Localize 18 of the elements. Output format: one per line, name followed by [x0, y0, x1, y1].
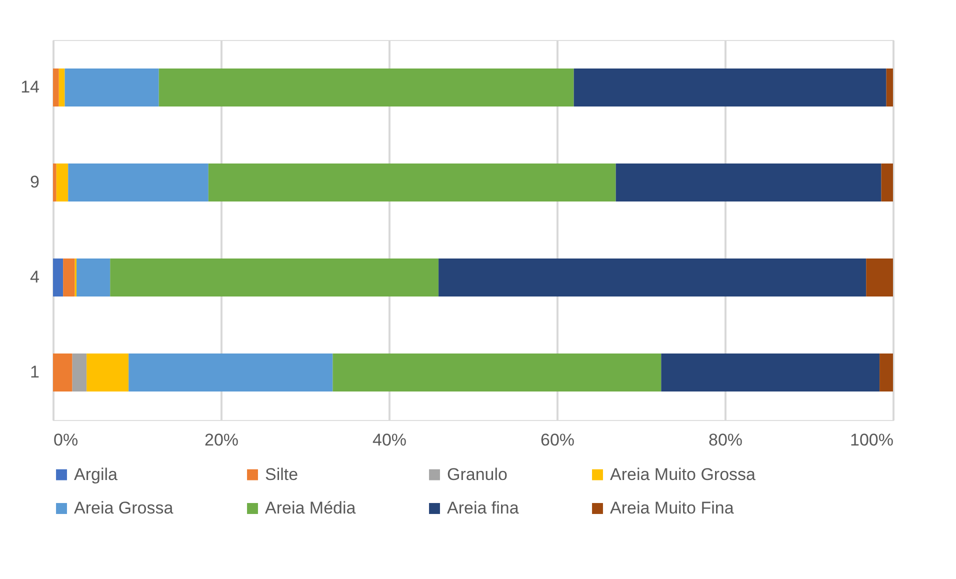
- x-tick-label: 80%: [708, 430, 743, 450]
- y-tick-label: 14: [20, 78, 40, 96]
- legend-label: Areia Muito Fina: [610, 498, 734, 518]
- y-tick-label: 4: [30, 268, 40, 286]
- legend-label: Areia fina: [447, 498, 520, 518]
- legend-label: Areia Média: [265, 498, 356, 518]
- legend-label: Argila: [74, 464, 118, 484]
- x-tick-label: 100%: [850, 430, 894, 450]
- legend-label: Granulo: [447, 464, 508, 484]
- legend-label: Areia Grossa: [74, 498, 174, 518]
- x-tick-label: 20%: [204, 430, 239, 450]
- y-tick-label: 9: [30, 172, 40, 192]
- y-tick-label: 1: [30, 362, 40, 382]
- x-tick-label: 40%: [372, 430, 407, 450]
- x-tick-label: 60%: [540, 430, 575, 450]
- legend-label: Areia Muito Grossa: [610, 464, 756, 484]
- x-tick-label: 0%: [54, 430, 78, 450]
- legend-label: Silte: [265, 464, 298, 484]
